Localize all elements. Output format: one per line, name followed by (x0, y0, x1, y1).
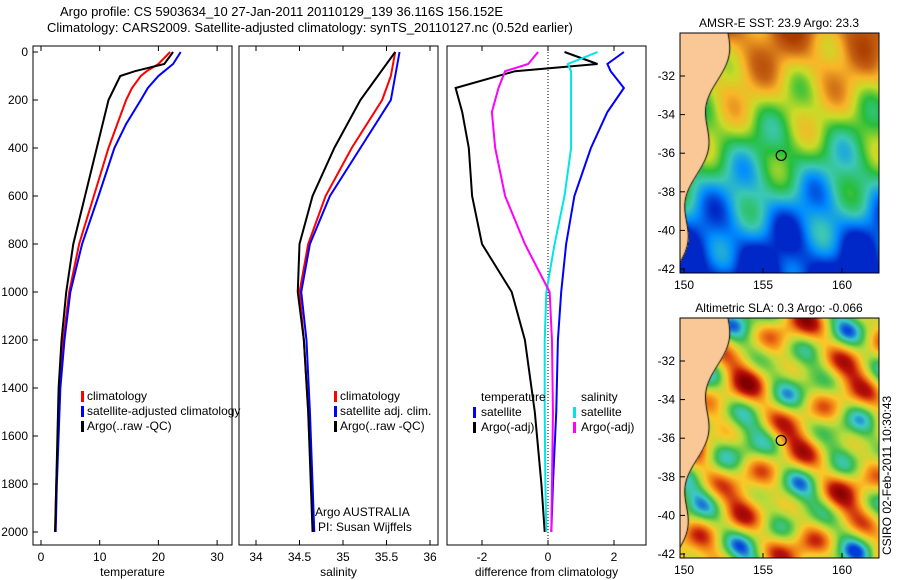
legend-label: Argo(-adj) (581, 420, 634, 434)
x-tick-label: 34 (249, 550, 263, 564)
x-axis-label: temperature (100, 565, 165, 579)
y-tick-label: 800 (8, 237, 28, 251)
map-y-tick-label: -38 (658, 185, 676, 199)
x-tick-label: 2 (611, 550, 618, 564)
series-line-argo-raw-qc- (296, 51, 397, 533)
legend-title: temperature (481, 390, 546, 404)
map-y-tick-label: -34 (658, 393, 676, 407)
x-tick-label: 20 (152, 550, 166, 564)
map-x-tick-label: 155 (753, 278, 773, 292)
y-tick-label: 1800 (1, 477, 28, 491)
legend-swatch (334, 391, 337, 402)
x-axis-label: salinity (320, 565, 357, 579)
map-y-tick-label: -40 (658, 223, 676, 237)
map-y-tick-label: -32 (658, 354, 676, 368)
series-line-salinity-satellite (543, 51, 598, 533)
map-y-tick-label: -36 (658, 146, 676, 160)
x-tick-label: -2 (477, 550, 488, 564)
y-tick-label: 0 (21, 45, 28, 59)
y-tick-label: 400 (8, 141, 28, 155)
legend-label: Argo(..raw -QC) (87, 419, 172, 433)
legend-label: satellite (581, 405, 622, 419)
y-tick-label: 1600 (1, 429, 28, 443)
owner-line2: PI: Susan Wijffels (318, 520, 412, 534)
plot-frame (446, 45, 647, 546)
legend-label: Argo(..raw -QC) (340, 419, 425, 433)
map-x-tick-label: 155 (753, 563, 773, 577)
map-frame (679, 317, 880, 559)
map-title: Altimetric SLA: 0.3 Argo: -0.066 (695, 301, 863, 315)
sst-map (680, 33, 879, 273)
map-y-tick-label: -34 (658, 108, 676, 122)
map-frame (679, 32, 880, 274)
legend-swatch (573, 422, 576, 433)
legend-label: satellite adj. clim. (340, 404, 431, 418)
y-tick-label: 600 (8, 189, 28, 203)
map-y-tick-label: -40 (658, 508, 676, 522)
x-tick-label: 34.5 (288, 550, 312, 564)
map-x-tick-label: 150 (674, 563, 694, 577)
map-y-tick-label: -38 (658, 470, 676, 484)
legend-swatch (334, 406, 337, 417)
series-line-satellite-adj-clim- (300, 51, 401, 533)
figure-title-line2: Climatology: CARS2009. Satellite-adjuste… (47, 20, 573, 35)
owner-line1: Argo AUSTRALIA (315, 505, 410, 519)
argo-location-marker (775, 434, 787, 447)
legend-swatch (334, 421, 337, 432)
map-x-tick-label: 160 (832, 278, 852, 292)
legend-swatch (81, 391, 84, 402)
plot-frame (238, 45, 439, 546)
figure-title-line1: Argo profile: CS 5903634_10 27-Jan-2011 … (60, 4, 504, 19)
argo-location-marker (775, 149, 787, 162)
map-x-tick-label: 160 (832, 563, 852, 577)
x-tick-label: 30 (210, 550, 224, 564)
y-tick-label: 200 (8, 93, 28, 107)
legend-label: climatology (87, 389, 147, 403)
plot-frame (32, 45, 233, 546)
legend-title: salinity (581, 390, 618, 404)
map-title: AMSR-E SST: 23.9 Argo: 23.3 (699, 16, 859, 30)
series-line-temperature-satellite (550, 51, 626, 533)
sla-map (680, 318, 879, 558)
legend-swatch (473, 422, 476, 433)
y-tick-label: 1200 (1, 333, 28, 347)
y-tick-label: 1000 (1, 285, 28, 299)
x-axis-label: difference from climatology (475, 565, 618, 579)
legend-swatch (81, 406, 84, 417)
x-tick-label: 10 (93, 550, 107, 564)
x-tick-label: 35 (336, 550, 350, 564)
series-line-temperature-argo-adj- (454, 51, 598, 533)
legend-label: climatology (340, 389, 400, 403)
map-x-tick-label: 150 (674, 278, 694, 292)
legend-swatch (573, 407, 576, 418)
series-line-satellite-adjusted-climatology (54, 51, 182, 533)
x-tick-label: 0 (545, 550, 552, 564)
map-y-tick-label: -36 (658, 431, 676, 445)
x-tick-label: 0 (38, 550, 45, 564)
series-line-argo-raw-qc- (54, 51, 174, 533)
map-y-tick-label: -32 (658, 69, 676, 83)
legend-label: satellite (481, 405, 522, 419)
legend-swatch (473, 407, 476, 418)
series-line-salinity-argo-adj- (490, 51, 554, 533)
map-y-tick-label: -42 (658, 547, 676, 561)
credit-text: CSIRO 02-Feb-2011 10:30:43 (880, 395, 894, 555)
x-tick-label: 36 (423, 550, 437, 564)
y-tick-label: 2000 (1, 525, 28, 539)
legend-label: satellite-adjusted climatology (87, 404, 240, 418)
legend-label: Argo(-adj) (481, 420, 534, 434)
y-tick-label: 1400 (1, 381, 28, 395)
x-tick-label: 35.5 (375, 550, 399, 564)
legend-swatch (81, 421, 84, 432)
map-y-tick-label: -42 (658, 262, 676, 276)
